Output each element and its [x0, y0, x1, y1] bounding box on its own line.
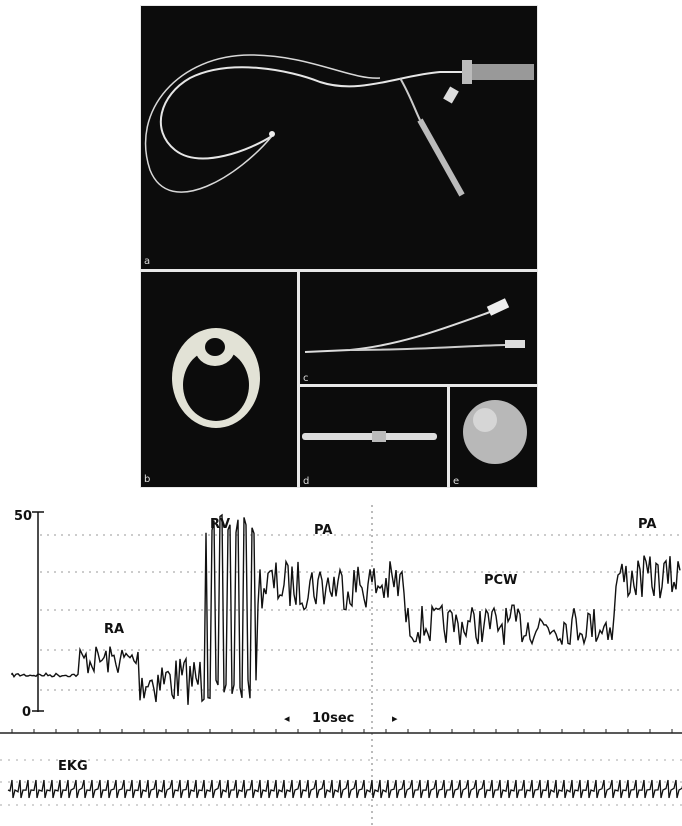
panel-c	[300, 272, 537, 384]
arrow: ◂	[284, 712, 290, 725]
lumen-small	[205, 338, 225, 356]
balloon	[463, 400, 527, 464]
axis-label: 0	[22, 705, 31, 720]
panel-a	[141, 6, 537, 269]
balloon-highlight	[473, 408, 497, 432]
connector	[505, 340, 525, 348]
panel-label: b	[144, 474, 150, 485]
axis-label: 50	[14, 509, 32, 524]
balloon-tip	[269, 131, 275, 137]
waveform-label: RA	[104, 622, 124, 637]
waveform-label: RV	[210, 517, 230, 532]
panel-label: e	[453, 476, 459, 487]
waveform-label: PCW	[484, 573, 517, 588]
figure: a b c d e 50 0 RV PA RA PCW PA ◂ 10sec ▸…	[0, 0, 682, 826]
panel-label: a	[144, 256, 150, 267]
panel-label: c	[303, 373, 309, 384]
trace-grid	[0, 535, 682, 805]
arrow: ▸	[392, 712, 398, 725]
waveform-label: PA	[314, 523, 332, 538]
panel-label: d	[303, 476, 309, 487]
waveform-label: PA	[638, 517, 656, 532]
ekg-label: EKG	[58, 759, 88, 774]
hub	[470, 64, 534, 80]
thermistor	[372, 431, 386, 442]
ekg-trace	[8, 780, 682, 798]
hub-cap	[462, 60, 472, 84]
catheter-tip	[302, 433, 437, 440]
time-scale: 10sec	[312, 711, 354, 726]
